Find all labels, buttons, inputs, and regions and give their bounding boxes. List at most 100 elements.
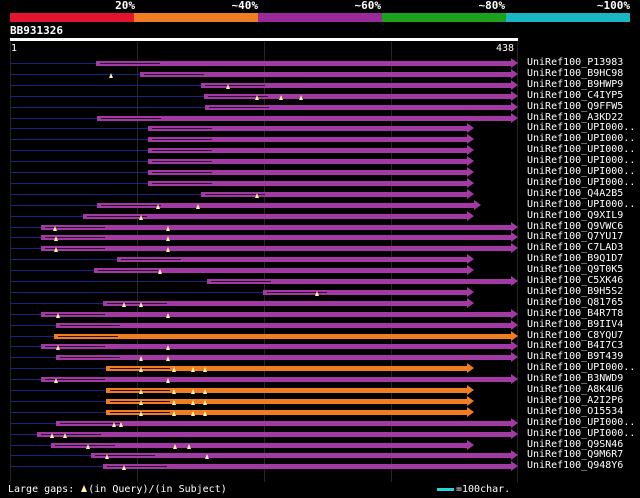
hit-label-link[interactable]: UniRef100_UPI000.. <box>527 427 636 439</box>
alignment-bar[interactable] <box>41 224 512 230</box>
hit-label-link[interactable]: UniRef100_UPI000.. <box>527 166 636 177</box>
alignment-bar[interactable] <box>106 409 468 415</box>
alignment-bar[interactable] <box>56 322 512 328</box>
hit-row[interactable]: UniRef100_Q81765 <box>0 296 640 309</box>
alignment-bar[interactable] <box>41 246 512 252</box>
hit-label-link[interactable]: UniRef100_UPI000.. <box>527 416 636 428</box>
alignment-bar[interactable] <box>204 104 512 110</box>
hit-label-link[interactable]: UniRef100_O15534 <box>527 405 624 417</box>
hit-label-link[interactable]: UniRef100_Q81765 <box>527 296 624 308</box>
hit-row[interactable]: UniRef100_C4IYP5 <box>0 89 640 102</box>
alignment-bar[interactable] <box>116 257 468 263</box>
alignment-bar[interactable] <box>106 366 468 372</box>
hit-label-link[interactable]: UniRef100_B9H5S2 <box>527 285 624 297</box>
hit-row[interactable]: UniRef100_B9IIV4 <box>0 318 640 331</box>
hit-row[interactable]: UniRef100_P13983 <box>0 57 640 69</box>
hit-row[interactable]: UniRef100_B4R7T8 <box>0 307 640 320</box>
hit-label-link[interactable]: UniRef100_UPI000.. <box>527 122 636 134</box>
alignment-bar[interactable] <box>102 464 512 470</box>
alignment-bar[interactable] <box>148 148 468 154</box>
alignment-bar[interactable] <box>201 82 512 88</box>
alignment-bar[interactable] <box>36 431 512 437</box>
hit-label-link[interactable]: UniRef100_P13983 <box>527 57 624 68</box>
hit-label-link[interactable]: UniRef100_UPI000.. <box>527 362 636 374</box>
hit-row[interactable]: UniRef100_B9HWP9 <box>0 78 640 91</box>
hit-label-link[interactable]: UniRef100_Q9FFW5 <box>527 100 624 112</box>
hit-label-link[interactable]: UniRef100_C4IYP5 <box>527 89 624 101</box>
hit-row[interactable]: UniRef100_Q948Y6 <box>0 460 640 472</box>
hit-row[interactable]: UniRef100_B9HC98 <box>0 67 640 80</box>
alignment-bar[interactable] <box>50 442 468 448</box>
alignment-bar[interactable] <box>207 279 512 284</box>
alignment-bar[interactable] <box>148 170 468 175</box>
hit-label-link[interactable]: UniRef100_B3NWD9 <box>527 373 624 385</box>
alignment-bar[interactable] <box>56 355 512 361</box>
hit-row[interactable]: UniRef100_UPI000.. <box>0 133 640 145</box>
hit-label-link[interactable]: UniRef100_B9HC98 <box>527 67 624 79</box>
hit-row[interactable]: UniRef100_Q9VWC6 <box>0 220 640 233</box>
hit-row[interactable]: UniRef100_O15534 <box>0 405 640 418</box>
hit-row[interactable]: UniRef100_Q9SN46 <box>0 439 640 451</box>
hit-row[interactable]: UniRef100_B9Q1D7 <box>0 253 640 265</box>
hit-label-link[interactable]: UniRef100_Q4A2B5 <box>527 187 624 199</box>
hit-row[interactable]: UniRef100_UPI000.. <box>0 198 640 211</box>
hit-label-link[interactable]: UniRef100_UPI000.. <box>527 198 636 210</box>
hit-row[interactable]: UniRef100_A3KD22 <box>0 112 640 124</box>
hit-label-link[interactable]: UniRef100_B9T439 <box>527 351 624 363</box>
hit-label-link[interactable]: UniRef100_Q9VWC6 <box>527 220 624 232</box>
hit-row[interactable]: UniRef100_A8K4U6 <box>0 384 640 396</box>
alignment-bar[interactable] <box>96 202 475 208</box>
hit-label-link[interactable]: UniRef100_B4I7C3 <box>527 340 624 352</box>
hit-row[interactable]: UniRef100_UPI000.. <box>0 122 640 134</box>
alignment-bar[interactable] <box>41 377 512 383</box>
alignment-bar[interactable] <box>102 300 468 306</box>
alignment-bar[interactable] <box>91 453 512 459</box>
alignment-bar[interactable] <box>41 311 512 317</box>
hit-label-link[interactable]: UniRef100_Q9XIL9 <box>527 209 624 221</box>
hit-row[interactable]: UniRef100_Q9FFW5 <box>0 100 640 113</box>
hit-row[interactable]: UniRef100_B9H5S2 <box>0 285 640 298</box>
alignment-bar[interactable] <box>56 420 512 426</box>
hit-row[interactable]: UniRef100_C8YQU7 <box>0 329 640 342</box>
hit-row[interactable]: UniRef100_UPI000.. <box>0 176 640 189</box>
hit-label-link[interactable]: UniRef100_Q7YU17 <box>527 231 624 243</box>
hit-row[interactable]: UniRef100_UPI000.. <box>0 362 640 374</box>
hit-label-link[interactable]: UniRef100_B9HWP9 <box>527 78 624 90</box>
alignment-bar[interactable] <box>54 333 512 339</box>
hit-row[interactable]: UniRef100_Q7YU17 <box>0 231 640 243</box>
alignment-bar[interactable] <box>96 115 512 121</box>
hit-label-link[interactable]: UniRef100_Q9M6R7 <box>527 449 624 461</box>
alignment-bar[interactable] <box>106 388 468 393</box>
hit-label-link[interactable]: UniRef100_UPI000.. <box>527 144 636 156</box>
hit-label-link[interactable]: UniRef100_UPI000.. <box>527 133 636 145</box>
hit-row[interactable]: UniRef100_UPI000.. <box>0 155 640 167</box>
hit-row[interactable]: UniRef100_UPI000.. <box>0 144 640 156</box>
hit-label-link[interactable]: UniRef100_Q9T0K5 <box>527 264 624 276</box>
hit-row[interactable]: UniRef100_Q4A2B5 <box>0 187 640 200</box>
hit-label-link[interactable]: UniRef100_C8YQU7 <box>527 329 624 341</box>
hit-label-link[interactable]: UniRef100_B9Q1D7 <box>527 253 624 265</box>
hit-label-link[interactable]: UniRef100_C7LAD3 <box>527 242 624 254</box>
alignment-bar[interactable] <box>106 398 468 404</box>
hit-row[interactable]: UniRef100_B4I7C3 <box>0 340 640 352</box>
hit-label-link[interactable]: UniRef100_B4R7T8 <box>527 307 624 319</box>
hit-label-link[interactable]: UniRef100_A8K4U6 <box>527 384 624 395</box>
alignment-bar[interactable] <box>41 344 512 350</box>
alignment-bar[interactable] <box>148 159 468 165</box>
hit-label-link[interactable]: UniRef100_UPI000.. <box>527 176 636 188</box>
alignment-bar[interactable] <box>95 61 512 66</box>
hit-row[interactable]: UniRef100_B9T439 <box>0 351 640 363</box>
alignment-bar[interactable] <box>148 180 468 186</box>
hit-row[interactable]: UniRef100_Q9T0K5 <box>0 264 640 276</box>
hit-row[interactable]: UniRef100_B3NWD9 <box>0 373 640 385</box>
hit-row[interactable]: UniRef100_Q9M6R7 <box>0 449 640 461</box>
alignment-bar[interactable] <box>93 268 468 274</box>
hit-row[interactable]: UniRef100_C7LAD3 <box>0 242 640 254</box>
hit-label-link[interactable]: UniRef100_C5XK46 <box>527 275 624 286</box>
hit-label-link[interactable]: UniRef100_B9IIV4 <box>527 318 624 330</box>
alignment-bar[interactable] <box>148 137 468 143</box>
hit-label-link[interactable]: UniRef100_A2I2P6 <box>527 394 624 406</box>
alignment-bar[interactable] <box>201 191 468 197</box>
hit-row[interactable]: UniRef100_UPI000.. <box>0 166 640 178</box>
alignment-bar[interactable] <box>148 126 468 132</box>
